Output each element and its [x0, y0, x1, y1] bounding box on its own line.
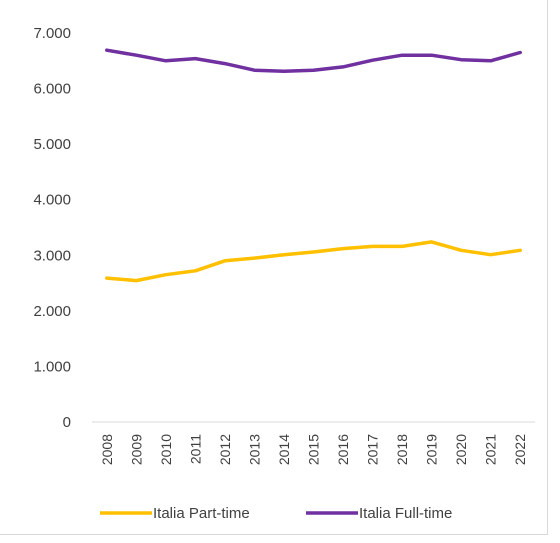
x-tick-label: 2012 — [217, 434, 233, 465]
y-axis: 0 1.000 2.000 3.000 4.000 5.000 6.000 7.000 — [33, 25, 71, 431]
y-tick-label: 6.000 — [33, 81, 71, 98]
x-tick-label: 2020 — [453, 434, 469, 465]
y-tick-label: 1.000 — [33, 358, 71, 375]
series-line-full-time — [105, 48, 522, 74]
y-tick-label: 7.000 — [33, 25, 71, 42]
x-tick-label: 2022 — [512, 434, 528, 465]
series-lines — [105, 48, 522, 283]
legend-label: Italia Part-time — [153, 505, 250, 522]
legend-label: Italia Full-time — [359, 505, 452, 522]
x-tick-label: 2014 — [276, 434, 292, 465]
x-axis: 2008 2009 2010 2011 2012 2013 2014 2015 2016 2017… — [92, 421, 535, 465]
legend: Italia Part-time Italia Full-time — [100, 505, 452, 522]
y-tick-label: 5.000 — [33, 136, 71, 153]
x-tick-label: 2015 — [306, 434, 322, 465]
x-tick-label: 2017 — [365, 434, 381, 465]
x-tick-label: 2009 — [128, 434, 144, 465]
x-tick-label: 2011 — [187, 434, 203, 464]
series-line-part-time — [105, 240, 522, 283]
y-tick-label: 3.000 — [33, 247, 71, 264]
x-tick-label: 2010 — [158, 434, 174, 465]
x-tick-label: 2008 — [99, 434, 115, 465]
chart-area: 0 1.000 2.000 3.000 4.000 5.000 6.000 7.000 200… — [0, 0, 548, 535]
line-chart: 0 1.000 2.000 3.000 4.000 5.000 6.000 7.000 200… — [33, 25, 535, 522]
x-tick-label: 2018 — [394, 434, 410, 465]
y-tick-label: 4.000 — [33, 192, 71, 209]
x-tick-label: 2013 — [246, 434, 262, 465]
y-tick-label: 0 — [63, 414, 71, 431]
x-tick-label: 2019 — [424, 434, 440, 465]
y-tick-label: 2.000 — [33, 303, 71, 320]
x-tick-label: 2021 — [483, 434, 499, 465]
x-tick-label: 2016 — [335, 434, 351, 465]
